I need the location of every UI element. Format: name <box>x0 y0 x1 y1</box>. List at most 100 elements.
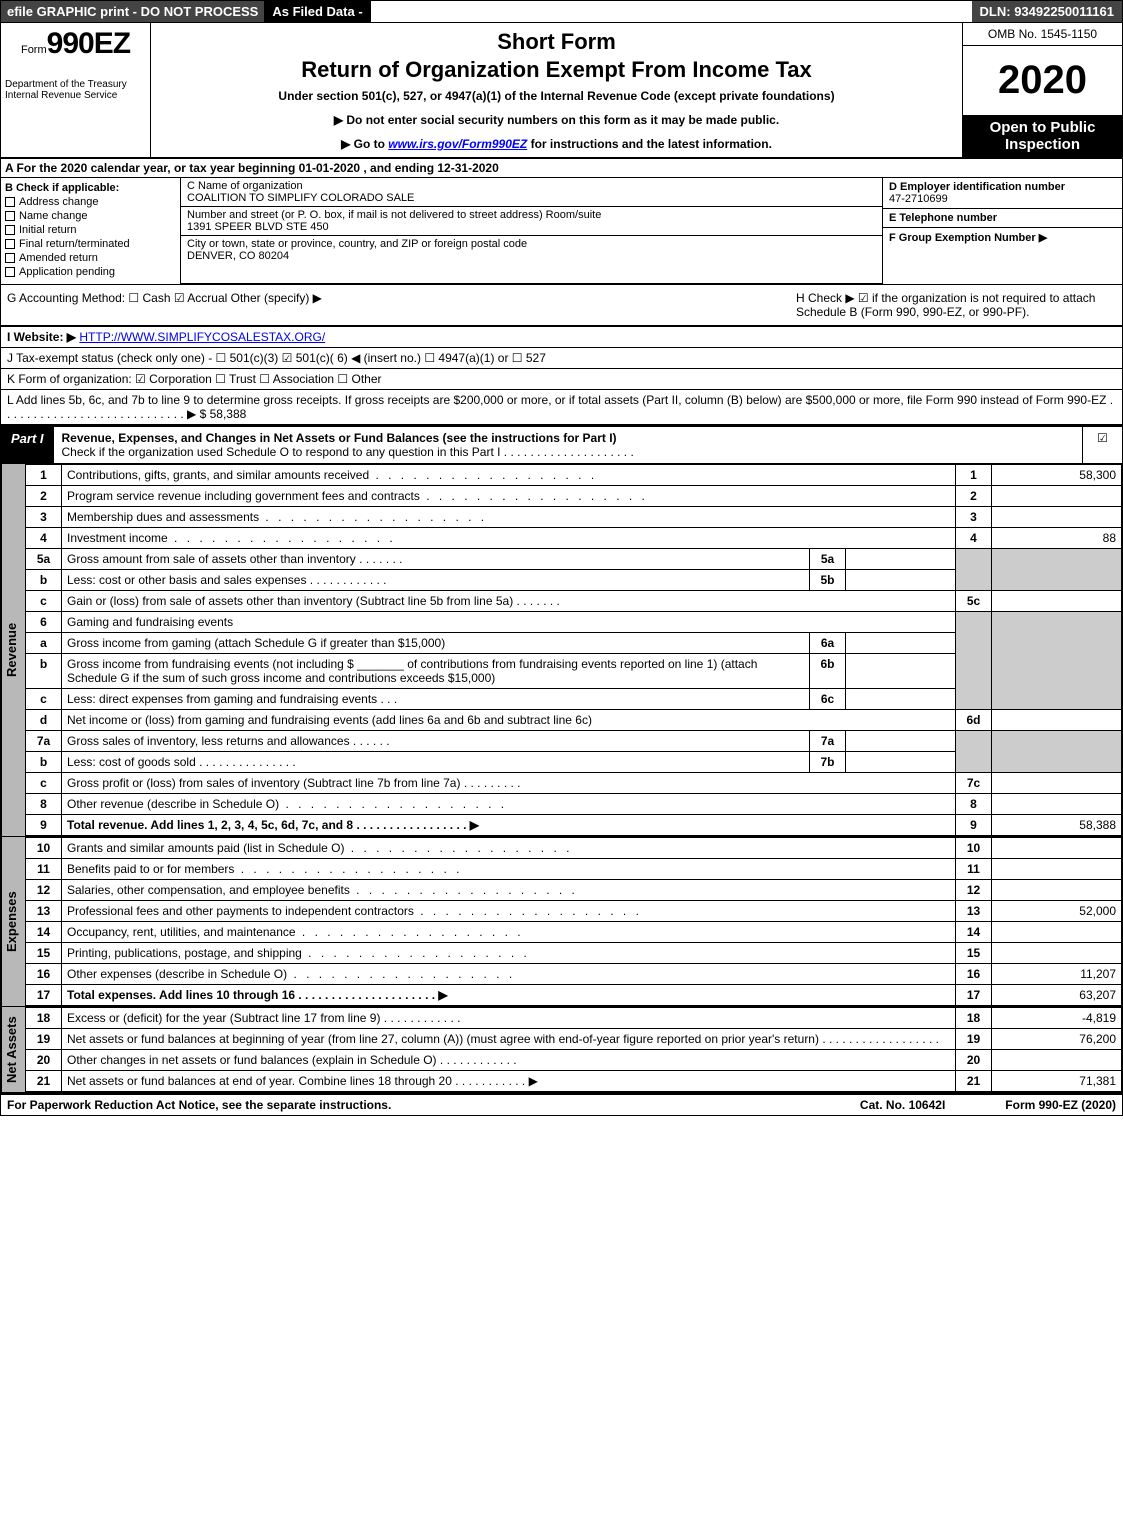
header-right: OMB No. 1545-1150 2020 Open to Public In… <box>962 23 1122 157</box>
addr-value: 1391 SPEER BLVD STE 450 <box>187 221 329 233</box>
line-15: 15Printing, publications, postage, and s… <box>26 943 1122 964</box>
part1-title: Revenue, Expenses, and Changes in Net As… <box>54 427 1082 463</box>
row-G: G Accounting Method: ☐ Cash ☑ Accrual Ot… <box>0 285 1123 326</box>
row-K: K Form of organization: ☑ Corporation ☐ … <box>0 369 1123 390</box>
netassets-section: Net Assets 18Excess or (deficit) for the… <box>0 1006 1123 1093</box>
form-prefix: Form <box>21 44 47 56</box>
line-10: 10Grants and similar amounts paid (list … <box>26 838 1122 859</box>
accounting-method: G Accounting Method: ☐ Cash ☑ Accrual Ot… <box>7 291 796 319</box>
footer-left: For Paperwork Reduction Act Notice, see … <box>7 1098 860 1112</box>
asfiled-label: As Filed Data - <box>264 1 370 22</box>
arrow2-post: for instructions and the latest informat… <box>527 137 772 151</box>
phone-row: E Telephone number <box>883 209 1122 228</box>
part1-checked: ☑ <box>1082 427 1122 463</box>
form-number: 990EZ <box>47 27 130 60</box>
efile-label: efile GRAPHIC print - DO NOT PROCESS <box>1 1 264 22</box>
page-footer: For Paperwork Reduction Act Notice, see … <box>0 1093 1123 1116</box>
line-6d: d Net income or (loss) from gaming and f… <box>26 710 1122 731</box>
line-14: 14Occupancy, rent, utilities, and mainte… <box>26 922 1122 943</box>
subtitle: Under section 501(c), 527, or 4947(a)(1)… <box>161 89 952 103</box>
omb-number: OMB No. 1545-1150 <box>963 23 1122 46</box>
line-20: 20Other changes in net assets or fund ba… <box>26 1050 1122 1071</box>
group-label: F Group Exemption Number ▶ <box>889 231 1116 244</box>
line-21: 21Net assets or fund balances at end of … <box>26 1071 1122 1092</box>
row-J: J Tax-exempt status (check only one) - ☐… <box>0 347 1123 369</box>
line-12: 12Salaries, other compensation, and empl… <box>26 880 1122 901</box>
dln-label: DLN: 93492250011161 <box>972 1 1122 22</box>
city-label: City or town, state or province, country… <box>187 238 876 250</box>
line-16: 16Other expenses (describe in Schedule O… <box>26 964 1122 985</box>
chk-name-change[interactable]: Name change <box>5 210 176 222</box>
line-6: 6 Gaming and fundraising events <box>26 612 1122 633</box>
addr-row: Number and street (or P. O. box, if mail… <box>181 207 882 236</box>
check-h: H Check ▶ ☑ if the organization is not r… <box>796 291 1116 319</box>
org-name-label: C Name of organization <box>187 180 876 192</box>
line-1: 1 Contributions, gifts, grants, and simi… <box>26 465 1122 486</box>
part1-tab: Part I <box>1 427 54 463</box>
line-18: 18Excess or (deficit) for the year (Subt… <box>26 1008 1122 1029</box>
line-9: 9 Total revenue. Add lines 1, 2, 3, 4, 5… <box>26 815 1122 836</box>
expenses-label: Expenses <box>1 837 25 1006</box>
website-link[interactable]: HTTP://WWW.SIMPLIFYCOSALESTAX.ORG/ <box>79 330 325 344</box>
line-4: 4 Investment income 4 88 <box>26 528 1122 549</box>
row-I-label: I Website: ▶ <box>7 330 76 344</box>
line-7a: 7a Gross sales of inventory, less return… <box>26 731 1122 752</box>
addr-label: Number and street (or P. O. box, if mail… <box>187 209 876 221</box>
main-title: Return of Organization Exempt From Incom… <box>161 57 952 83</box>
col-B-title: B Check if applicable: <box>5 182 176 194</box>
chk-application-pending[interactable]: Application pending <box>5 266 176 278</box>
line-19: 19Net assets or fund balances at beginni… <box>26 1029 1122 1050</box>
line-17: 17Total expenses. Add lines 10 through 1… <box>26 985 1122 1006</box>
expenses-table: 10Grants and similar amounts paid (list … <box>25 837 1122 1006</box>
group-row: F Group Exemption Number ▶ <box>883 228 1122 284</box>
tax-year: 2020 <box>963 46 1122 115</box>
line-5a: 5a Gross amount from sale of assets othe… <box>26 549 1122 570</box>
arrow2-pre: ▶ Go to <box>341 137 388 151</box>
open-to-public: Open to Public Inspection <box>963 115 1122 157</box>
line-13: 13Professional fees and other payments t… <box>26 901 1122 922</box>
revenue-section: Revenue 1 Contributions, gifts, grants, … <box>0 464 1123 836</box>
line-8: 8 Other revenue (describe in Schedule O)… <box>26 794 1122 815</box>
dept-label: Department of the Treasury Internal Reve… <box>5 79 146 101</box>
part1-check-line: Check if the organization used Schedule … <box>62 445 634 459</box>
chk-final-return[interactable]: Final return/terminated <box>5 238 176 250</box>
revenue-table: 1 Contributions, gifts, grants, and simi… <box>25 464 1122 836</box>
org-name-value: COALITION TO SIMPLIFY COLORADO SALE <box>187 192 414 204</box>
revenue-label: Revenue <box>1 464 25 836</box>
line-7c: c Gross profit or (loss) from sales of i… <box>26 773 1122 794</box>
section-bcdef: B Check if applicable: Address change Na… <box>0 178 1123 285</box>
netassets-label: Net Assets <box>1 1007 25 1092</box>
chk-address-change[interactable]: Address change <box>5 196 176 208</box>
arrow-line-1: ▶ Do not enter social security numbers o… <box>161 113 952 127</box>
city-row: City or town, state or province, country… <box>181 236 882 284</box>
org-name-row: C Name of organization COALITION TO SIMP… <box>181 178 882 207</box>
col-B: B Check if applicable: Address change Na… <box>1 178 181 284</box>
chk-initial-return[interactable]: Initial return <box>5 224 176 236</box>
footer-right: Form 990-EZ (2020) <box>1005 1098 1116 1112</box>
ein-row: D Employer identification number 47-2710… <box>883 178 1122 209</box>
chk-amended-return[interactable]: Amended return <box>5 252 176 264</box>
line-11: 11Benefits paid to or for members11 <box>26 859 1122 880</box>
col-D: D Employer identification number 47-2710… <box>882 178 1122 284</box>
footer-mid: Cat. No. 10642I <box>860 1098 945 1112</box>
row-A: A For the 2020 calendar year, or tax yea… <box>0 159 1123 178</box>
phone-label: E Telephone number <box>889 212 1116 224</box>
top-bar: efile GRAPHIC print - DO NOT PROCESS As … <box>0 0 1123 23</box>
arrow-line-2: ▶ Go to www.irs.gov/Form990EZ for instru… <box>161 137 952 151</box>
row-L: L Add lines 5b, 6c, and 7b to line 9 to … <box>0 390 1123 425</box>
irs-link[interactable]: www.irs.gov/Form990EZ <box>388 137 527 151</box>
expenses-section: Expenses 10Grants and similar amounts pa… <box>0 836 1123 1006</box>
line-5c: c Gain or (loss) from sale of assets oth… <box>26 591 1122 612</box>
col-C: C Name of organization COALITION TO SIMP… <box>181 178 882 284</box>
short-form-title: Short Form <box>161 29 952 55</box>
ein-value: 47-2710699 <box>889 193 1116 205</box>
ein-label: D Employer identification number <box>889 181 1116 193</box>
line-3: 3 Membership dues and assessments 3 <box>26 507 1122 528</box>
netassets-table: 18Excess or (deficit) for the year (Subt… <box>25 1007 1122 1092</box>
form-header: Form990EZ Department of the Treasury Int… <box>0 23 1123 159</box>
line-2: 2 Program service revenue including gove… <box>26 486 1122 507</box>
city-value: DENVER, CO 80204 <box>187 250 289 262</box>
header-center: Short Form Return of Organization Exempt… <box>151 23 962 157</box>
header-left: Form990EZ Department of the Treasury Int… <box>1 23 151 157</box>
row-I: I Website: ▶ HTTP://WWW.SIMPLIFYCOSALEST… <box>0 326 1123 347</box>
